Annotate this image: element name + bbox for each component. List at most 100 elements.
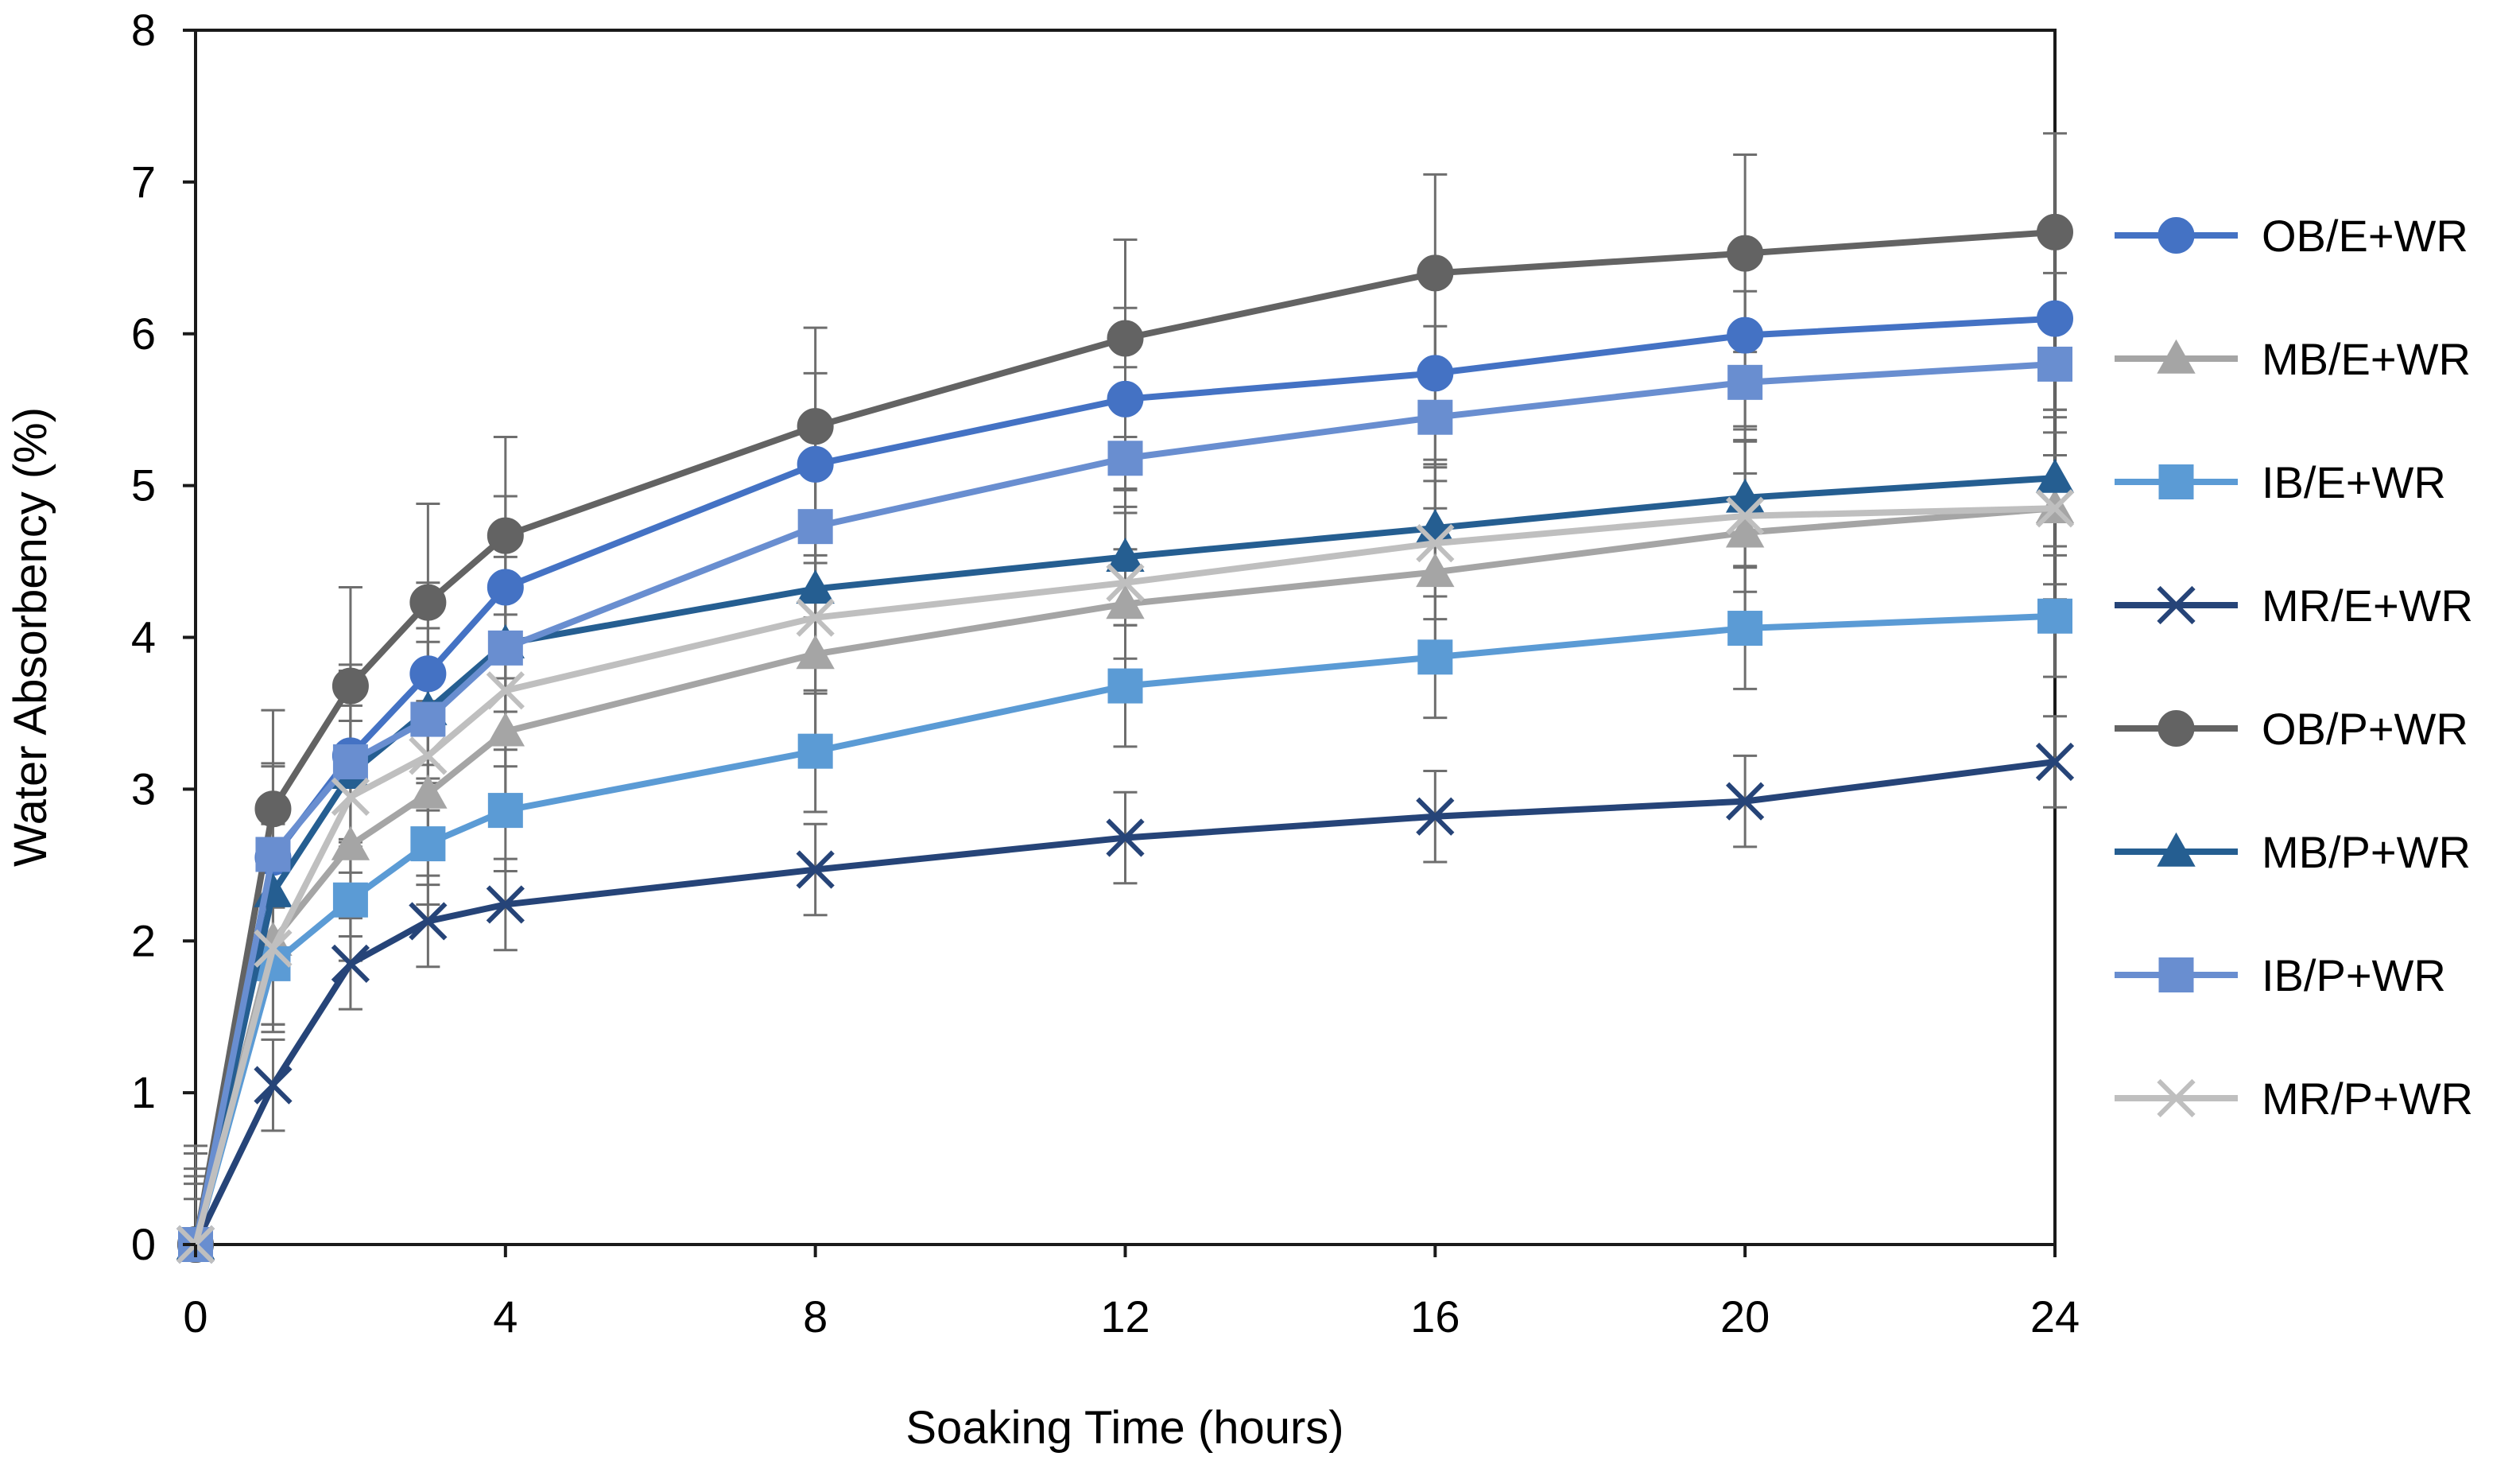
- series-point-stroke: [331, 944, 370, 984]
- series-point: [1726, 496, 1765, 535]
- series-line: [192, 360, 2056, 1245]
- y-tick-label: 8: [131, 5, 156, 55]
- legend-item: IB/E+WR: [2115, 457, 2446, 507]
- legend-swatch-point: [2157, 585, 2196, 625]
- series-point-stroke: [331, 777, 370, 817]
- series-point-stroke: [2035, 742, 2075, 782]
- series-point: [1107, 668, 1143, 704]
- series-point: [2035, 458, 2075, 493]
- series-point: [409, 902, 448, 941]
- series-point: [409, 736, 448, 775]
- series-line: [192, 612, 2056, 1246]
- y-tick-label: 0: [131, 1219, 156, 1269]
- x-tick-label: 8: [803, 1291, 828, 1342]
- series-point-stroke: [1726, 496, 1765, 535]
- series-point: [1727, 364, 1763, 400]
- series-point: [1107, 441, 1143, 476]
- legend-item: MB/E+WR: [2115, 334, 2471, 384]
- series-line: [192, 505, 2056, 1245]
- series-point: [331, 825, 370, 860]
- series-point: [2035, 742, 2075, 782]
- series-point: [2037, 346, 2072, 382]
- legend-label: OB/E+WR: [2262, 211, 2468, 261]
- y-tick-label: 5: [131, 460, 156, 511]
- series-point: [1727, 316, 1764, 354]
- series-point-stroke: [796, 598, 835, 637]
- y-tick-label: 1: [131, 1067, 156, 1117]
- series-point-stroke: [2035, 489, 2075, 528]
- series-point: [254, 929, 293, 968]
- legend-label: OB/P+WR: [2262, 704, 2468, 754]
- series-8: [176, 489, 2075, 1264]
- series-point: [1417, 254, 1454, 292]
- series-point: [796, 569, 835, 604]
- y-tick-label: 6: [131, 309, 156, 359]
- x-axis-title: Soaking Time (hours): [905, 1402, 1343, 1454]
- series-point-stroke: [486, 671, 525, 710]
- series-point: [410, 826, 446, 862]
- legend-item: MR/P+WR: [2115, 1074, 2473, 1124]
- series-point: [255, 837, 291, 872]
- series-point: [486, 712, 525, 747]
- series-point: [797, 445, 834, 483]
- legend-swatch-point: [2158, 957, 2194, 992]
- series-point: [797, 733, 833, 769]
- series-point: [487, 630, 523, 666]
- series-point: [331, 944, 370, 984]
- series-point: [331, 667, 369, 705]
- legend-swatch-point: [2158, 217, 2195, 254]
- legend-label: MR/P+WR: [2262, 1074, 2473, 1124]
- series-point: [1107, 320, 1144, 357]
- series-point: [797, 509, 833, 545]
- x-tick-label: 24: [2030, 1291, 2080, 1342]
- series-point: [1726, 782, 1765, 821]
- series-point: [487, 793, 523, 829]
- legend-item: OB/E+WR: [2115, 211, 2468, 261]
- series-point: [1417, 639, 1453, 675]
- series-point: [2037, 598, 2072, 634]
- series-point: [1107, 380, 1144, 417]
- series-point: [1106, 584, 1145, 619]
- series-point: [2035, 489, 2075, 528]
- series-point-stroke: [254, 929, 293, 968]
- series-point: [409, 655, 447, 693]
- legend-label: MB/P+WR: [2262, 827, 2471, 877]
- legend-swatch-point: [2158, 464, 2194, 499]
- y-tick-label: 7: [131, 157, 156, 207]
- series-point: [487, 569, 524, 606]
- series-point: [1416, 797, 1455, 836]
- legend-label: MB/E+WR: [2262, 334, 2471, 384]
- series-line: [192, 475, 2056, 1245]
- series-group: [176, 213, 2075, 1264]
- legend-label: IB/E+WR: [2262, 457, 2446, 507]
- x-tick-label: 16: [1410, 1291, 1460, 1342]
- legend-item: MB/P+WR: [2115, 827, 2471, 877]
- series-point: [1416, 524, 1455, 563]
- series-point: [332, 882, 368, 918]
- series-point-stroke: [1416, 524, 1455, 563]
- legend-swatch-point-stroke: [2157, 1078, 2196, 1118]
- series-point: [1417, 355, 1454, 392]
- series-point: [1106, 818, 1145, 857]
- series-line: [192, 228, 2056, 1245]
- x-tick-label: 20: [1720, 1291, 1770, 1342]
- series-point: [332, 744, 368, 780]
- series-point: [487, 517, 524, 554]
- y-tick-label: 2: [131, 915, 156, 965]
- series-point: [1106, 538, 1145, 573]
- series-point: [796, 850, 835, 889]
- legend-swatch-point: [2157, 1078, 2196, 1118]
- series-point-stroke: [1106, 563, 1145, 602]
- series-point: [2037, 300, 2073, 337]
- legend: OB/E+WR MB/E+WR IB/E+WR MR/E+WR OB/P+WR MB/P+…: [2115, 211, 2473, 1124]
- series-point-stroke: [1416, 797, 1455, 836]
- series-7: [178, 346, 2072, 1262]
- series-point-stroke: [409, 902, 448, 941]
- x-tick-label: 12: [1100, 1291, 1150, 1342]
- legend-swatch-point: [2157, 339, 2196, 374]
- series-point: [1106, 563, 1145, 602]
- series-line: [192, 505, 2056, 1246]
- legend-label: IB/P+WR: [2262, 950, 2446, 1000]
